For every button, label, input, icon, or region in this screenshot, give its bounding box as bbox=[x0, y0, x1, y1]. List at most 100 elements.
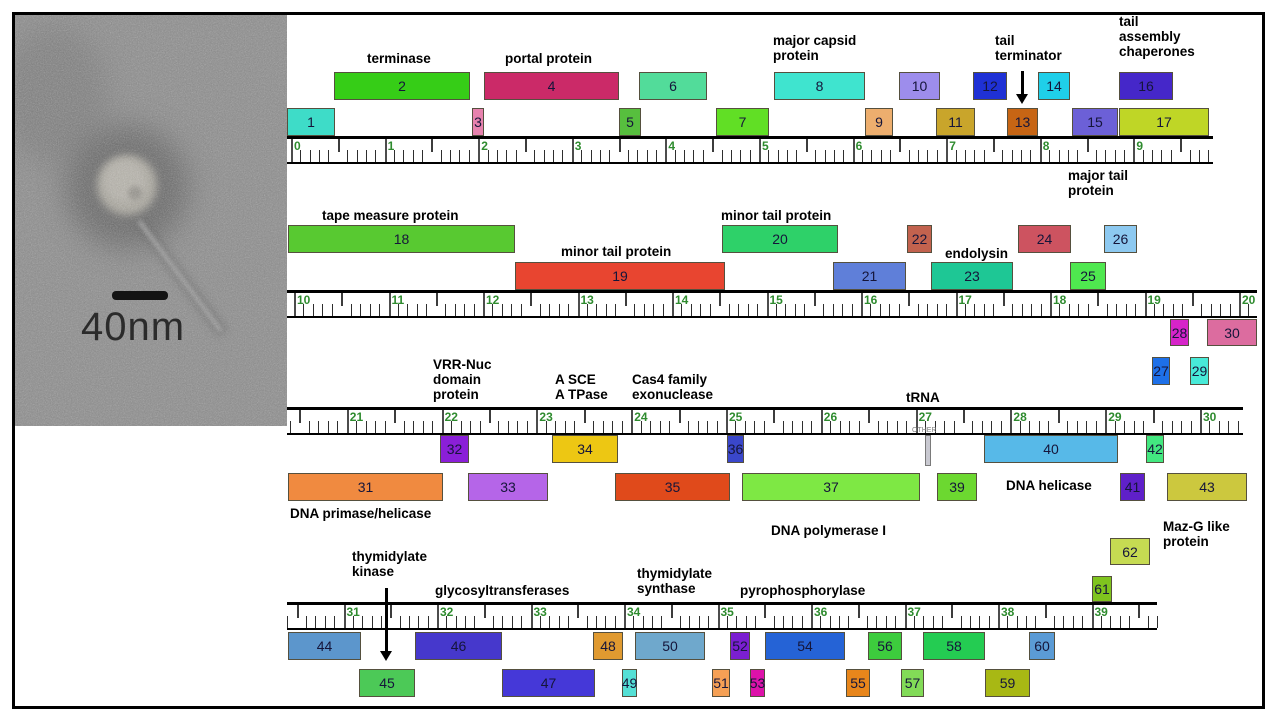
ruler-tick bbox=[974, 150, 976, 162]
ruler-tick bbox=[895, 616, 897, 628]
ruler-tick bbox=[877, 421, 879, 433]
ruler-tick bbox=[1116, 304, 1118, 316]
ruler-tick bbox=[586, 304, 588, 316]
ruler-tick bbox=[708, 616, 710, 628]
ruler-tick bbox=[1114, 421, 1116, 433]
ruler-label-15: 15 bbox=[769, 293, 783, 307]
ruler-tick bbox=[397, 304, 399, 316]
ruler-tick bbox=[813, 293, 816, 306]
ruler-tick bbox=[981, 421, 983, 433]
ruler-tick bbox=[422, 150, 424, 162]
ruler-tick bbox=[1044, 605, 1047, 618]
ruler-tick bbox=[960, 616, 962, 628]
gene-box-42: 42 bbox=[1146, 435, 1164, 463]
gene-box-40: 40 bbox=[984, 435, 1118, 463]
ruler-tick bbox=[577, 293, 580, 316]
ruler-tick bbox=[672, 293, 674, 316]
gene-box-27: 27 bbox=[1152, 357, 1170, 385]
gene-box-59: 59 bbox=[985, 669, 1030, 697]
em-photo-art bbox=[15, 15, 287, 426]
ruler-tick bbox=[690, 304, 692, 316]
gene-number-57: 57 bbox=[904, 675, 921, 691]
ruler-tick bbox=[1143, 421, 1145, 433]
ruler-tick bbox=[583, 410, 586, 423]
label-major-tail-protein: major tail protein bbox=[1068, 168, 1128, 198]
ruler-tick bbox=[656, 150, 658, 162]
ruler-tick bbox=[1016, 616, 1018, 628]
ruler-tick bbox=[963, 410, 965, 423]
gene-number-46: 46 bbox=[450, 638, 467, 654]
gene-number-24: 24 bbox=[1036, 231, 1053, 247]
label-vrr-nuc-domain-protein: VRR-Nuc domain protein bbox=[433, 357, 492, 402]
ruler-tick bbox=[507, 421, 509, 433]
ruler-tick bbox=[1097, 293, 1100, 306]
ruler-tick bbox=[717, 605, 720, 628]
ruler-label-33: 33 bbox=[533, 605, 547, 619]
ruler-tick bbox=[913, 616, 915, 628]
ruler-tick bbox=[464, 304, 466, 316]
ruler-tick bbox=[643, 304, 645, 316]
ruler-tick bbox=[621, 421, 623, 433]
ruler-label-25: 25 bbox=[729, 410, 743, 424]
label-portal-protein-line: portal protein bbox=[505, 51, 592, 66]
ruler-tick bbox=[1021, 150, 1023, 162]
ruler-tick bbox=[1153, 304, 1155, 316]
label-tail-assembly-chaperones-line: tail bbox=[1119, 14, 1139, 29]
ruler-tick bbox=[908, 150, 910, 162]
gene-number-15: 15 bbox=[1087, 114, 1103, 130]
ruler-tick bbox=[365, 150, 367, 162]
ruler-tick bbox=[571, 139, 574, 162]
gene-box-1: 1 bbox=[287, 108, 335, 136]
gene-box-5: 5 bbox=[619, 108, 641, 136]
ruler-tick bbox=[908, 293, 911, 306]
ruler-tick bbox=[689, 616, 691, 628]
ruler-tick bbox=[303, 304, 305, 316]
gene-box-26: 26 bbox=[1104, 225, 1137, 253]
ruler-tick bbox=[684, 150, 686, 162]
ruler-tick bbox=[1152, 410, 1155, 423]
ruler-tick bbox=[918, 150, 920, 162]
ruler-tick bbox=[530, 293, 533, 306]
ruler-tick bbox=[1190, 421, 1192, 433]
ruler-tick bbox=[839, 421, 841, 433]
ruler-tick bbox=[496, 150, 498, 162]
ruler-tick bbox=[612, 421, 614, 433]
gene-number-7: 7 bbox=[738, 114, 747, 130]
gene-number-25: 25 bbox=[1080, 268, 1096, 284]
ruler-tick bbox=[369, 304, 371, 316]
ruler-tick bbox=[1133, 421, 1135, 433]
ruler-tick bbox=[661, 616, 663, 628]
gene-number-39: 39 bbox=[949, 479, 965, 495]
gene-box-52: 52 bbox=[730, 632, 750, 660]
label-maz-g-like-protein: Maz-G like protein bbox=[1163, 519, 1230, 549]
ruler-tick bbox=[1077, 150, 1079, 162]
gene-number-11: 11 bbox=[948, 114, 963, 130]
ruler-tick bbox=[450, 150, 452, 162]
ruler-tick bbox=[974, 304, 976, 316]
label-vrr-nuc-domain-protein-line: protein bbox=[433, 387, 479, 402]
gene-box-32: 32 bbox=[440, 435, 469, 463]
ruler-tick bbox=[1078, 304, 1080, 316]
ruler-tick bbox=[1063, 616, 1065, 628]
ruler-tick bbox=[1054, 616, 1056, 628]
ruler-tick bbox=[1095, 421, 1097, 433]
gene-box-22: 22 bbox=[907, 225, 932, 253]
ruler-tick bbox=[637, 150, 639, 162]
gene-number-14: 14 bbox=[1046, 78, 1062, 94]
label-tail-terminator: tail terminator bbox=[995, 33, 1062, 63]
ruler-tick bbox=[1010, 410, 1013, 433]
label-other-line: OTHER bbox=[912, 427, 937, 434]
ruler-tick bbox=[681, 304, 683, 316]
ruler-tick bbox=[1072, 616, 1074, 628]
ruler-tick bbox=[852, 139, 855, 162]
gene-number-34: 34 bbox=[577, 441, 593, 457]
ruler-tick bbox=[773, 410, 776, 423]
ruler-tick bbox=[1210, 304, 1212, 316]
ruler-tick bbox=[707, 421, 709, 433]
ruler-tick bbox=[296, 605, 299, 618]
ruler-row-4: 31 32 33 34 35 36 37 38 39 bbox=[287, 602, 1158, 630]
ruler-label-7: 7 bbox=[949, 139, 956, 153]
gene-box-31: 31 bbox=[288, 473, 443, 501]
ruler-tick bbox=[700, 304, 702, 316]
gene-box-18: 18 bbox=[288, 225, 515, 253]
